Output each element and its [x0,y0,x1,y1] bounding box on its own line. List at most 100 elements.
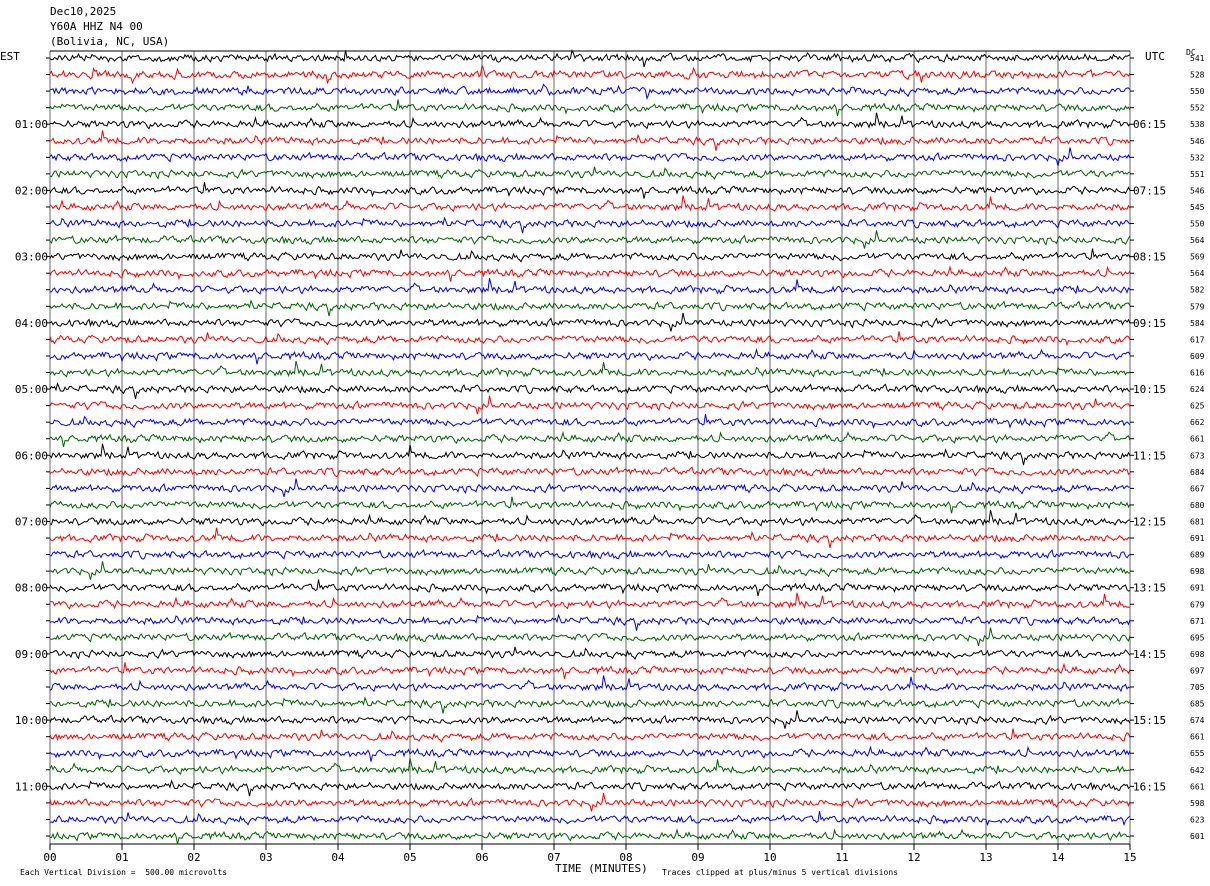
x-tick-label: 09 [691,851,704,864]
seismic-trace [49,758,1131,775]
seismic-trace [49,130,1131,151]
seismic-trace [49,248,1131,263]
dc-offset-label: 698 [1190,650,1205,659]
right-timezone-label: UTC [1145,50,1165,63]
dc-offset-label: 674 [1190,716,1205,725]
seismic-trace [49,561,1131,580]
seismic-trace [49,478,1131,498]
seismic-trace [49,395,1131,415]
x-tick-label: 13 [979,851,992,864]
seismic-trace [49,627,1131,647]
seismic-trace [49,99,1131,117]
right-hour-label: 08:15 [1133,251,1166,264]
seismic-trace [49,63,1131,85]
left-hour-label: 07:00 [15,515,48,528]
x-tick-label: 06 [475,851,488,864]
dc-offset-label: 695 [1190,633,1205,642]
seismic-trace [49,230,1131,249]
dc-offset-label: 601 [1190,832,1205,841]
x-tick-label: 12 [907,851,920,864]
seismic-trace [49,646,1131,660]
dc-offset-label: 551 [1190,170,1205,179]
dc-offset-label: 680 [1190,501,1205,510]
right-hour-label: 10:15 [1133,383,1166,396]
seismic-trace [49,662,1131,679]
left-hour-label: 10:00 [15,714,48,727]
seismic-trace [49,811,1131,827]
dc-offset-label: 569 [1190,253,1205,262]
seismic-trace [49,83,1131,101]
dc-offset-label: 532 [1190,153,1205,162]
dc-offset-label: 689 [1190,551,1205,560]
x-tick-label: 10 [763,851,776,864]
seismic-trace [49,195,1131,213]
seismic-trace [49,443,1131,466]
right-hour-label: 07:15 [1133,184,1166,197]
x-tick-label: 11 [835,851,848,864]
dc-offset-label: 705 [1190,683,1205,692]
dc-offset-label: 582 [1190,286,1205,295]
dc-offset-label: 579 [1190,302,1205,311]
dc-offset-label: 684 [1190,468,1205,477]
seismic-trace [49,278,1131,295]
right-hour-label: 09:15 [1133,317,1166,330]
dc-offset-label: 550 [1190,87,1205,96]
seismic-trace [49,48,1131,68]
seismic-trace [50,112,1131,130]
left-hour-label: 09:00 [15,648,48,661]
x-tick-label: 04 [331,851,345,864]
left-hour-label: 02:00 [15,184,48,197]
dc-offset-label: 617 [1190,335,1205,344]
seismic-trace [49,216,1131,234]
seismic-trace [49,312,1131,332]
seismic-trace [49,360,1131,378]
seismic-trace [49,265,1131,282]
dc-offset-label: 661 [1190,733,1205,742]
left-timezone-label: EST [0,50,20,63]
seismic-trace [49,466,1131,477]
right-hour-label: 11:15 [1133,449,1166,462]
seismic-trace [49,147,1131,167]
seismic-trace [49,710,1131,729]
left-hour-label: 03:00 [15,251,48,264]
dc-offset-label: 552 [1190,104,1205,113]
station-id: Y60A HHZ N4 00 [50,20,143,33]
seismic-trace [49,613,1131,631]
x-tick-label: 01 [115,851,128,864]
dc-offset-label: 673 [1190,451,1205,460]
left-hour-label: 04:00 [15,317,48,330]
seismic-trace [49,348,1131,365]
dc-offset-label: 698 [1190,567,1205,576]
seismic-trace [49,430,1131,448]
dc-offset-label: 661 [1190,435,1205,444]
dc-offset-label: 679 [1190,600,1205,609]
dc-offset-label: 691 [1190,534,1205,543]
right-hour-label: 15:15 [1133,714,1166,727]
x-tick-label: 05 [403,851,416,864]
dc-offset-label: 550 [1190,220,1205,229]
x-tick-label: 03 [259,851,272,864]
seismic-trace [49,592,1131,610]
plot-date: Dec10,2025 [50,5,117,18]
seismic-trace [49,745,1131,762]
seismic-trace [49,413,1131,430]
dc-offset-label: 546 [1190,137,1205,146]
seismic-trace [49,381,1131,400]
x-tick-label: 15 [1123,851,1136,864]
dc-offset-label: 662 [1190,418,1205,427]
dc-offset-label: 545 [1190,203,1205,212]
left-hour-label: 08:00 [15,582,48,595]
seismic-trace [49,496,1131,514]
right-hour-label: 06:15 [1133,118,1166,131]
seismic-trace [49,548,1131,560]
dc-offset-label: 541 [1190,54,1205,63]
x-tick-label: 14 [1051,851,1065,864]
dc-offset-label: 625 [1190,402,1205,411]
seismic-trace [49,675,1131,693]
dc-offset-label: 697 [1190,666,1205,675]
seismic-trace [49,792,1131,812]
dc-offset-label: 624 [1190,385,1205,394]
right-hour-label: 14:15 [1133,648,1166,661]
dc-offset-label: 681 [1190,517,1205,526]
